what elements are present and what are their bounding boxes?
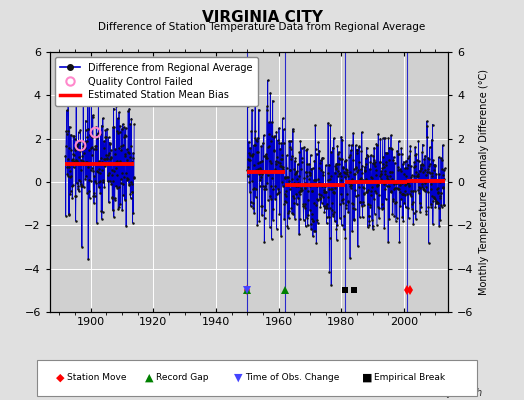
- Text: Station Move: Station Move: [67, 374, 127, 382]
- Text: Time of Obs. Change: Time of Obs. Change: [245, 374, 340, 382]
- Text: Record Gap: Record Gap: [156, 374, 209, 382]
- Text: Empirical Break: Empirical Break: [374, 374, 445, 382]
- Text: ▼: ▼: [234, 373, 243, 383]
- Text: Berkeley Earth: Berkeley Earth: [410, 388, 482, 398]
- Y-axis label: Monthly Temperature Anomaly Difference (°C): Monthly Temperature Anomaly Difference (…: [479, 69, 489, 295]
- Text: ◆: ◆: [56, 373, 64, 383]
- Text: ■: ■: [362, 373, 372, 383]
- Text: ▲: ▲: [145, 373, 154, 383]
- Text: VIRGINIA CITY: VIRGINIA CITY: [202, 10, 322, 25]
- Legend: Difference from Regional Average, Quality Control Failed, Estimated Station Mean: Difference from Regional Average, Qualit…: [54, 57, 258, 106]
- Text: Difference of Station Temperature Data from Regional Average: Difference of Station Temperature Data f…: [99, 22, 425, 32]
